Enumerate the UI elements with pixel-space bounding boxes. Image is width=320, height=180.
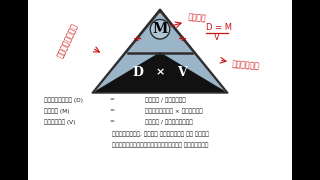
Text: =: = <box>109 109 115 114</box>
Text: V: V <box>214 33 220 42</box>
Text: D: D <box>132 66 143 79</box>
Text: =: = <box>109 120 115 125</box>
Text: நிறை: நிறை <box>188 13 207 23</box>
Text: M: M <box>152 22 168 36</box>
Polygon shape <box>96 53 224 91</box>
Text: ÷: ÷ <box>133 33 142 43</box>
Text: V: V <box>177 66 187 79</box>
Text: கணவளவு (V): கணவளவு (V) <box>44 119 76 125</box>
Text: கணவளவு: கணவளவு <box>232 59 260 71</box>
Text: அடர்த்தி: அடர்த்தி <box>56 21 80 59</box>
Bar <box>292 0 320 180</box>
Text: ÷: ÷ <box>178 33 187 43</box>
Text: நிறை (M): நிறை (M) <box>44 108 70 114</box>
Text: D = M: D = M <box>206 24 232 33</box>
Bar <box>0 0 28 180</box>
Polygon shape <box>92 9 228 93</box>
Text: நிறை / கணவளவு: நிறை / கணவளவு <box>145 97 186 103</box>
Text: கடர்த்தி (D): கடர்த்தி (D) <box>44 97 83 103</box>
Text: கடர்த்தி, நிறை மற்றும் கண வளவு: கடர்த்தி, நிறை மற்றும் கண வளவு <box>112 131 208 137</box>
Text: =: = <box>109 98 115 102</box>
Text: நிறை / கடர்த்தி: நிறை / கடர்த்தி <box>145 119 193 125</box>
Text: கடர்த்தி × கணவளவு: கடர்த்தி × கணவளவு <box>145 108 203 114</box>
Text: ×: × <box>155 67 165 77</box>
Polygon shape <box>96 14 224 91</box>
Text: ஆகியவற்றுக்கிடையேமான தொடர்பு: ஆகியவற்றுக்கிடையேமான தொடர்பு <box>112 142 208 148</box>
